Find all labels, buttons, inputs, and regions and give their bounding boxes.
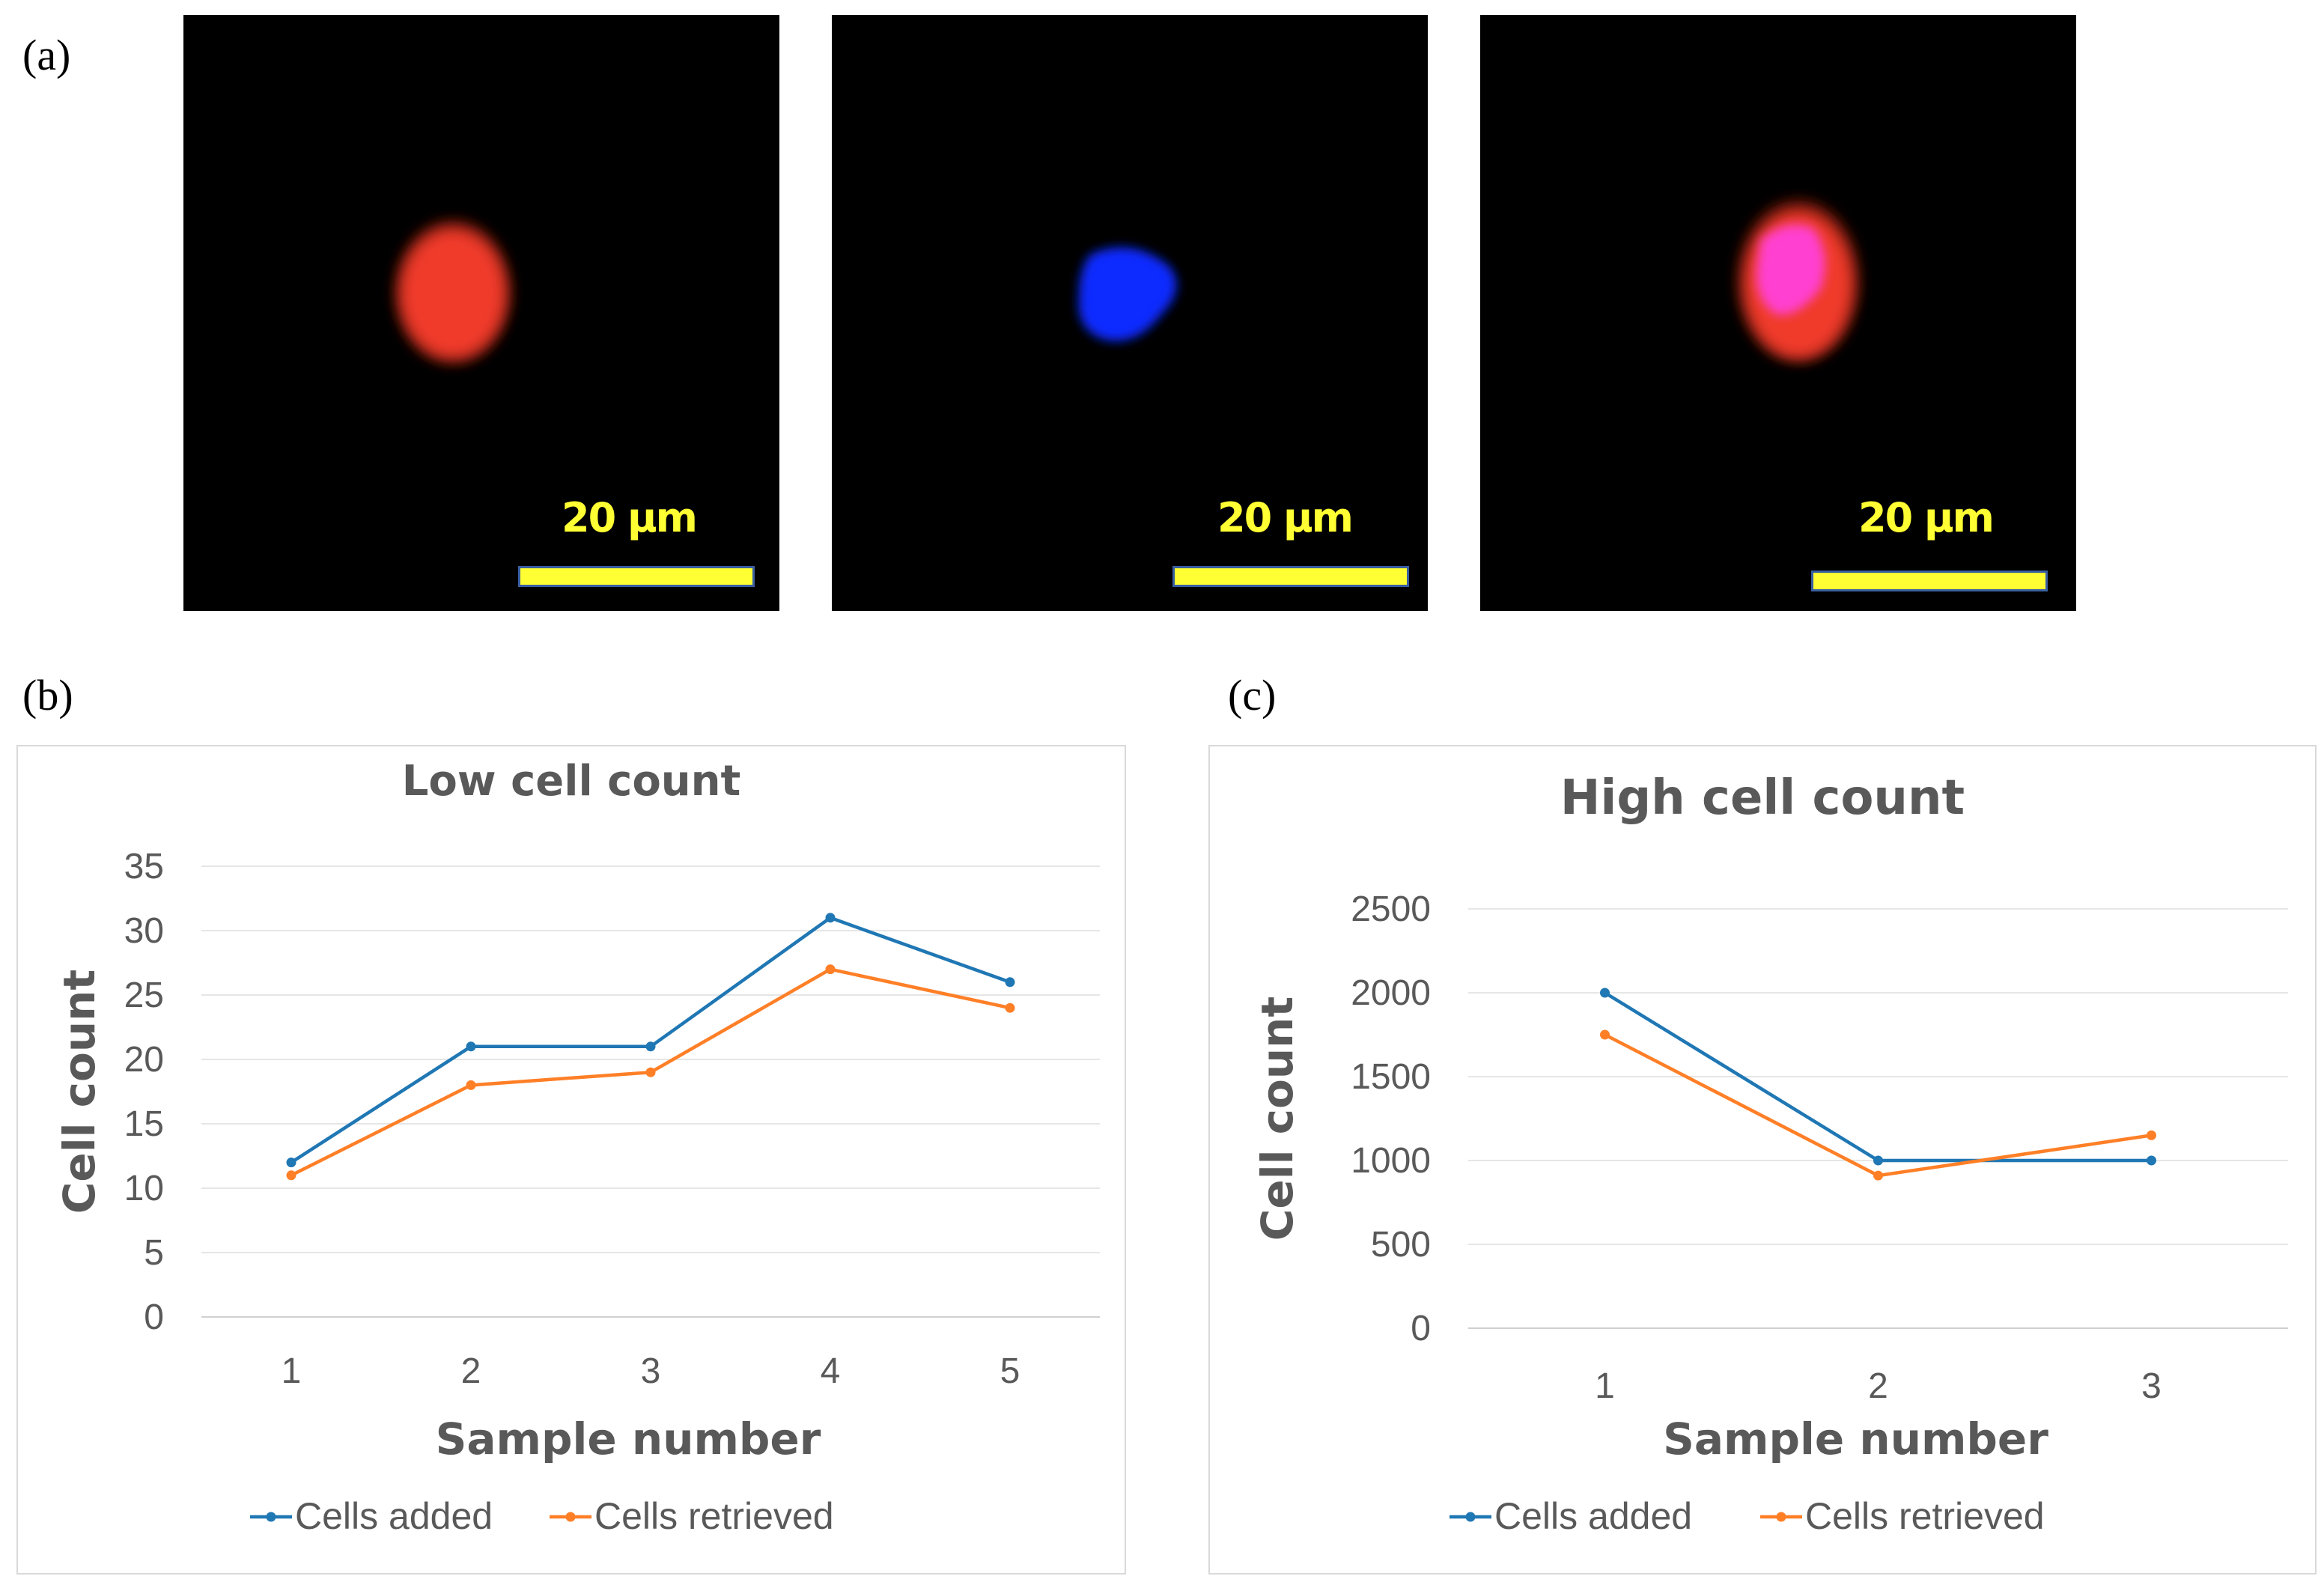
y-tick-label: 2500 — [1351, 889, 1431, 929]
y-tick-label: 30 — [124, 911, 164, 951]
x-tick-label: 2 — [1868, 1366, 1888, 1406]
data-point — [466, 1041, 476, 1052]
chart-svg: High cell count 0 500 1000 1500 2000 2500 1 2 3 Sa… — [1252, 770, 2288, 1537]
panel-label-a: (a) — [22, 31, 71, 79]
y-tick-label: 1000 — [1351, 1141, 1431, 1181]
scale-bar — [1811, 571, 2048, 591]
x-tick-label: 3 — [641, 1351, 661, 1391]
legend-swatch-marker — [1465, 1512, 1476, 1522]
panel-label-c: (c) — [1228, 671, 1277, 720]
panel-label-b: (b) — [22, 671, 73, 720]
y-axis-label: Cell count — [54, 970, 105, 1214]
blue-nucleus-image — [1078, 247, 1177, 341]
chart-title: Low cell count — [402, 757, 741, 806]
data-point — [466, 1080, 476, 1090]
data-point — [1005, 977, 1015, 988]
y-tick-label: 500 — [1371, 1225, 1431, 1265]
data-point — [286, 1170, 296, 1181]
scale-bar — [1172, 566, 1409, 587]
chart-title: High cell count — [1560, 770, 1965, 826]
x-tick-label: 1 — [282, 1351, 302, 1391]
y-tick-label: 1500 — [1351, 1057, 1431, 1097]
x-tick-label: 4 — [821, 1351, 841, 1391]
legend-entry: Cells added — [295, 1495, 493, 1537]
data-point — [1600, 1029, 1610, 1040]
data-point — [1600, 988, 1610, 998]
legend-entry: Cells added — [1494, 1495, 1692, 1537]
scale-bar — [518, 566, 755, 587]
merged-cell-image — [1737, 200, 1860, 362]
y-tick-label: 0 — [1411, 1309, 1431, 1348]
data-point — [825, 964, 836, 975]
y-tick-label: 25 — [124, 976, 164, 1015]
y-tick-label: 10 — [124, 1169, 164, 1208]
x-tick-label: 5 — [1000, 1351, 1020, 1391]
legend-entry: Cells retrieved — [1805, 1495, 2045, 1537]
data-point — [1873, 1155, 1883, 1166]
legend-entry: Cells retrieved — [594, 1495, 834, 1537]
legend-swatch-marker — [1776, 1512, 1786, 1522]
cell-body — [401, 229, 505, 358]
nucleus-body — [1078, 247, 1177, 341]
data-point — [825, 913, 836, 923]
micrograph-red-stain: 20 µm — [183, 15, 779, 611]
red-cell-image — [395, 220, 511, 364]
y-tick-label: 35 — [124, 847, 164, 886]
x-axis-label: Sample number — [1663, 1414, 2048, 1464]
scale-bar-label: 20 µm — [562, 494, 698, 541]
nucleus-overlay — [1756, 225, 1825, 315]
y-tick-label: 5 — [144, 1233, 164, 1273]
data-point — [2147, 1155, 2156, 1166]
data-point — [645, 1067, 656, 1077]
data-point — [1873, 1170, 1883, 1181]
chart-high-cell-count: High cell count 0 500 1000 1500 2000 2500 1 2 3 Sa… — [1208, 745, 2317, 1575]
data-point — [645, 1041, 656, 1052]
legend-swatch-marker — [266, 1512, 276, 1522]
scale-bar-label: 20 µm — [1217, 494, 1354, 541]
y-tick-label: 20 — [124, 1040, 164, 1080]
x-tick-label: 3 — [2141, 1366, 2162, 1406]
data-point — [1005, 1003, 1015, 1013]
chart-low-cell-count: Low cell count 0 5 10 15 20 25 30 35 1 2 3 4 5 Sample … — [16, 745, 1126, 1575]
data-point — [2147, 1130, 2156, 1140]
micrograph-merged: 20 µm — [1480, 15, 2076, 611]
scale-bar-label: 20 µm — [1858, 494, 1995, 541]
y-tick-label: 2000 — [1351, 973, 1431, 1013]
x-axis-label: Sample number — [436, 1414, 821, 1464]
series-line-cells-added — [290, 916, 1011, 1164]
x-tick-label: 1 — [1595, 1366, 1615, 1406]
x-tick-label: 2 — [461, 1351, 481, 1391]
legend-swatch-marker — [565, 1512, 576, 1522]
series-line-cells-retrieved — [1604, 1033, 2152, 1178]
data-point — [286, 1157, 296, 1168]
y-tick-label: 0 — [144, 1297, 164, 1337]
y-axis-label: Cell count — [1252, 997, 1303, 1241]
y-tick-label: 15 — [124, 1104, 164, 1144]
micrograph-blue-stain: 20 µm — [832, 15, 1428, 611]
chart-svg: Low cell count 0 5 10 15 20 25 30 35 1 2 3 4 5 Sample … — [54, 757, 1100, 1537]
